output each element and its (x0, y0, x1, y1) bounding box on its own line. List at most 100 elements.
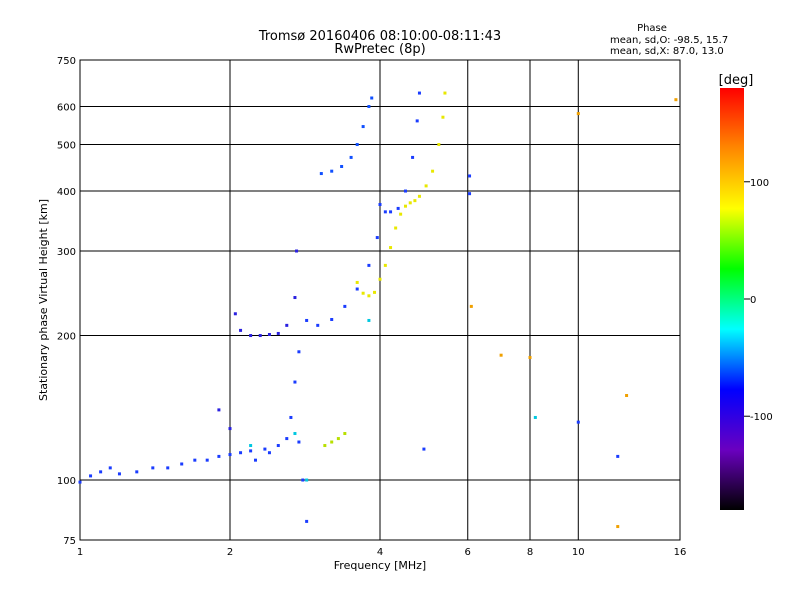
data-point (424, 184, 428, 188)
data-point (616, 525, 620, 529)
phase-header: Phase (637, 23, 667, 34)
data-points (78, 91, 678, 529)
data-point (276, 444, 280, 448)
colorbar-ticks: 100 0 -100 (744, 178, 773, 423)
data-point (323, 444, 327, 448)
series-group (78, 91, 421, 484)
chart-subtitle: RwPretec (8p) (334, 42, 425, 57)
data-point (499, 353, 503, 357)
series-group (469, 98, 678, 529)
y-tick-label: 400 (57, 187, 76, 198)
data-point (403, 204, 407, 208)
data-point (205, 458, 209, 462)
data-point (305, 519, 309, 523)
data-point (135, 470, 139, 474)
data-point (361, 125, 365, 129)
data-point (625, 394, 629, 398)
y-tick-label: 300 (57, 247, 76, 258)
data-point (674, 98, 678, 102)
data-point (316, 323, 320, 327)
data-point (394, 226, 398, 230)
data-point (422, 447, 426, 451)
data-point (370, 96, 374, 100)
data-point (355, 143, 359, 147)
data-point (180, 462, 184, 466)
series-group (249, 318, 537, 482)
data-point (249, 444, 253, 448)
data-point (533, 415, 537, 419)
chart-title: Tromsø 20160406 08:10:00-08:11:43 (258, 29, 501, 44)
data-point (367, 105, 371, 109)
data-point (431, 169, 435, 173)
data-point (367, 263, 371, 267)
data-point (276, 331, 280, 335)
x-tick-label: 10 (572, 547, 585, 558)
data-point (336, 437, 340, 441)
data-point (437, 143, 441, 147)
data-point (239, 451, 243, 455)
colorbar-tick-label: 100 (750, 178, 769, 189)
y-tick-label: 75 (63, 536, 76, 547)
data-point (319, 172, 323, 176)
data-point (239, 328, 243, 332)
x-tick-label: 6 (465, 547, 471, 558)
data-point (468, 174, 472, 178)
series-group (319, 96, 374, 176)
data-point (330, 440, 334, 444)
data-point (408, 201, 412, 205)
data-point (305, 318, 309, 322)
data-point (263, 447, 267, 451)
data-point (383, 263, 387, 267)
data-point (403, 189, 407, 193)
axis-ticks: 1 2 4 6 8 10 16 75 100 200 300 400 500 600 750 (57, 56, 686, 558)
data-point (343, 432, 347, 436)
data-point (297, 350, 301, 354)
x-tick-label: 4 (377, 547, 383, 558)
data-point (616, 454, 620, 458)
colorbar (720, 88, 744, 510)
data-point (78, 480, 82, 484)
data-point (415, 119, 419, 123)
data-point (411, 155, 415, 159)
data-point (468, 192, 472, 196)
data-point (330, 317, 334, 321)
data-point (367, 318, 371, 322)
x-tick-label: 16 (674, 547, 687, 558)
data-point (295, 249, 299, 253)
data-point (373, 290, 377, 294)
plot-frame (79, 59, 681, 541)
data-point (375, 236, 379, 240)
colorbar-tick-label: -100 (750, 412, 773, 423)
data-point (285, 323, 289, 327)
data-point (293, 432, 297, 436)
x-tick-label: 8 (527, 547, 533, 558)
data-point (355, 287, 359, 291)
data-point (99, 470, 103, 474)
data-point (108, 466, 112, 470)
data-point (217, 408, 221, 412)
data-point (417, 194, 421, 198)
series-group (217, 249, 299, 431)
data-point (576, 420, 580, 424)
y-tick-label: 600 (57, 103, 76, 114)
y-tick-label: 750 (57, 56, 76, 67)
x-tick-label: 2 (227, 547, 233, 558)
phase-mean-o: mean, sd,O: -98.5, 15.7 (610, 35, 728, 46)
series-group (253, 174, 620, 523)
data-point (285, 437, 289, 441)
data-point (389, 210, 393, 214)
data-point (441, 115, 445, 119)
y-tick-label: 100 (57, 476, 76, 487)
x-tick-label: 1 (77, 547, 83, 558)
data-point (355, 280, 359, 284)
data-point (151, 466, 155, 470)
x-axis-label: Frequency [MHz] (334, 559, 426, 572)
data-point (343, 304, 347, 308)
colorbar-tick-label: 0 (750, 295, 756, 306)
data-point (305, 478, 309, 482)
data-point (361, 291, 365, 295)
data-point (233, 312, 237, 316)
data-point (293, 380, 297, 384)
data-point (383, 210, 387, 214)
